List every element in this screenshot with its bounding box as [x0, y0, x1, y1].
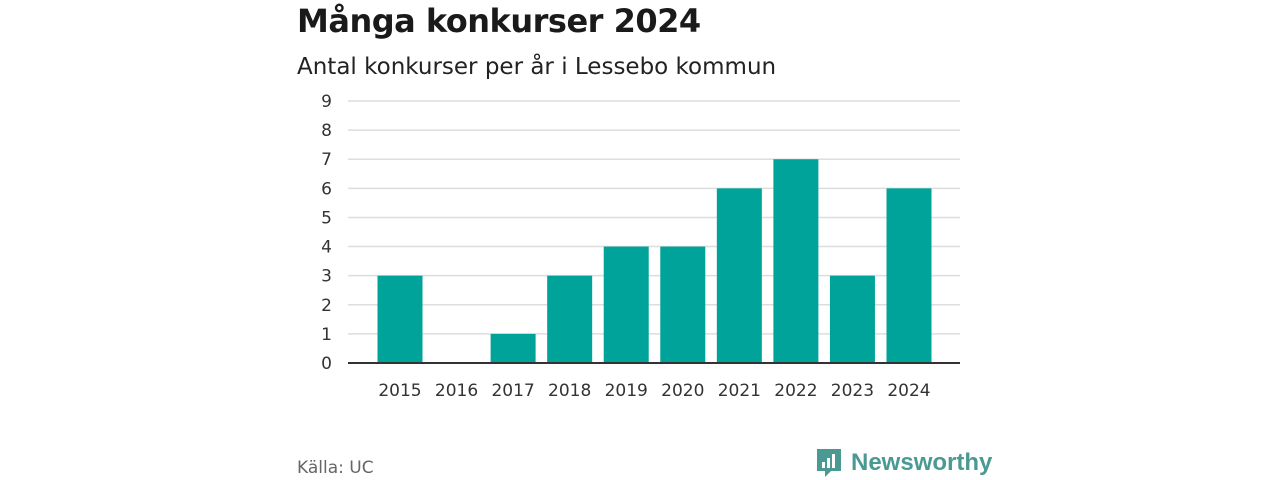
y-tick-label: 7 — [321, 150, 332, 170]
chart-title: Många konkurser 2024 — [297, 2, 701, 40]
y-tick-label: 5 — [321, 208, 332, 228]
newsworthy-logo-icon — [817, 449, 841, 477]
y-tick-label: 1 — [321, 325, 332, 345]
x-tick-label: 2018 — [548, 381, 591, 401]
y-tick-label: 9 — [321, 92, 332, 112]
brand-name: Newsworthy — [851, 449, 993, 476]
x-tick-label: 2016 — [435, 381, 478, 401]
bar — [773, 159, 819, 363]
bar — [547, 275, 593, 363]
y-tick-label: 8 — [321, 121, 332, 141]
source-note: Källa: UC — [297, 458, 374, 478]
y-tick-label: 2 — [321, 296, 332, 316]
x-tick-label: 2021 — [718, 381, 761, 401]
bar — [886, 188, 932, 363]
bar — [716, 188, 762, 363]
x-tick-label: 2015 — [378, 381, 421, 401]
chart-subtitle: Antal konkurser per år i Lessebo kommun — [297, 54, 777, 80]
y-tick-label: 6 — [321, 179, 332, 199]
x-tick-label: 2020 — [661, 381, 704, 401]
brand-logo: Newsworthy — [815, 447, 992, 479]
bar — [603, 246, 649, 363]
y-tick-label: 0 — [321, 354, 332, 374]
y-tick-label: 3 — [321, 267, 332, 287]
x-tick-label: 2017 — [491, 381, 534, 401]
bar — [660, 246, 706, 363]
x-tick-label: 2019 — [605, 381, 648, 401]
bar — [377, 275, 423, 363]
y-tick-label: 4 — [321, 238, 332, 258]
bar — [829, 275, 875, 363]
bar — [490, 333, 536, 363]
x-tick-label: 2022 — [774, 381, 817, 401]
x-tick-label: 2024 — [887, 381, 930, 401]
x-tick-label: 2023 — [831, 381, 874, 401]
